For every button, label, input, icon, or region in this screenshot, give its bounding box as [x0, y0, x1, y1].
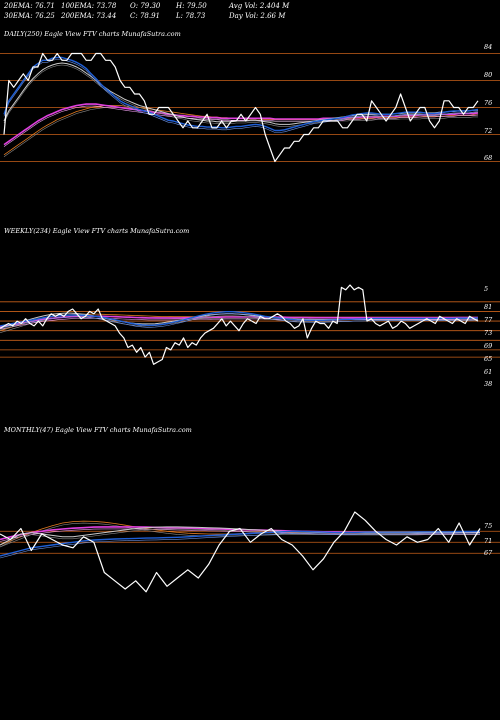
open-readout: O: 79.30	[130, 2, 161, 10]
high-readout: H: 79.50	[176, 2, 207, 10]
low-readout: L: 78.73	[176, 12, 206, 20]
weekly-panel-title: WEEKLY(234) Eagle View FTV charts Munafa…	[4, 227, 189, 235]
y-tick-label: 84	[484, 43, 492, 51]
ema100-readout: 100EMA: 73.78	[61, 2, 117, 10]
y-tick-label: 69	[484, 342, 492, 350]
y-tick-label: 73	[484, 329, 492, 337]
daily-panel-title: DAILY(250) Eagle View FTV charts MunafaS…	[3, 30, 181, 38]
ema-long-companion-line	[0, 317, 478, 330]
ema-mid-companion-line	[3, 64, 478, 127]
ema-short-line	[3, 56, 479, 132]
ema-short-companion-line	[3, 59, 479, 133]
y-tick-label: 76	[484, 99, 492, 107]
monthly-panel: MONTHLY(47) Eagle View FTV charts Munafa…	[0, 426, 500, 593]
price-line	[3, 52, 479, 163]
y-tick-label: 65	[484, 355, 492, 363]
header-row-2: 30EMA: 76.25 200EMA: 73.44 C: 78.91 L: 7…	[4, 12, 496, 21]
y-tick-label: 61	[484, 368, 492, 376]
y-tick-label: 67	[484, 549, 493, 557]
y-tick-label: 81	[484, 303, 492, 311]
ema200-readout: 200EMA: 73.44	[61, 12, 117, 20]
ema-short-companion-line	[0, 532, 481, 559]
y-tick-label: 77	[484, 316, 493, 324]
ema-short-line	[0, 530, 481, 557]
y-tick-label: 68	[484, 154, 492, 162]
day-volume-readout: Day Vol: 2.66 M	[229, 12, 286, 20]
avg-volume-readout: Avg Vol: 2.404 M	[229, 2, 290, 10]
ema30-readout: 30EMA: 76.25	[4, 12, 55, 20]
monthly-panel-title: MONTHLY(47) Eagle View FTV charts Munafa…	[3, 426, 192, 434]
price-line	[0, 284, 479, 365]
y-tick-label: 38	[484, 380, 492, 388]
close-readout: C: 78.91	[130, 12, 160, 20]
weekly-panel: WEEKLY(234) Eagle View FTV charts Munafa…	[0, 227, 500, 388]
ema-short-line	[0, 311, 479, 327]
y-tick-label: 5	[484, 285, 488, 293]
daily-panel: DAILY(250) Eagle View FTV charts MunafaS…	[0, 30, 500, 163]
y-tick-label: 72	[484, 127, 492, 135]
ema-mid-companion-line	[0, 314, 479, 331]
ema-mid-companion-line	[0, 528, 480, 548]
y-tick-label: 71	[484, 537, 492, 545]
y-tick-label: 80	[484, 71, 492, 79]
header-row-1: 20EMA: 76.71 100EMA: 73.78 O: 79.30 H: 7…	[4, 2, 496, 11]
ema20-readout: 20EMA: 76.71	[4, 2, 55, 10]
ema-long-companion-line	[0, 528, 480, 542]
ema-long-companion-line	[3, 105, 479, 147]
y-tick-label: 75	[484, 522, 492, 530]
price-line	[0, 511, 481, 593]
